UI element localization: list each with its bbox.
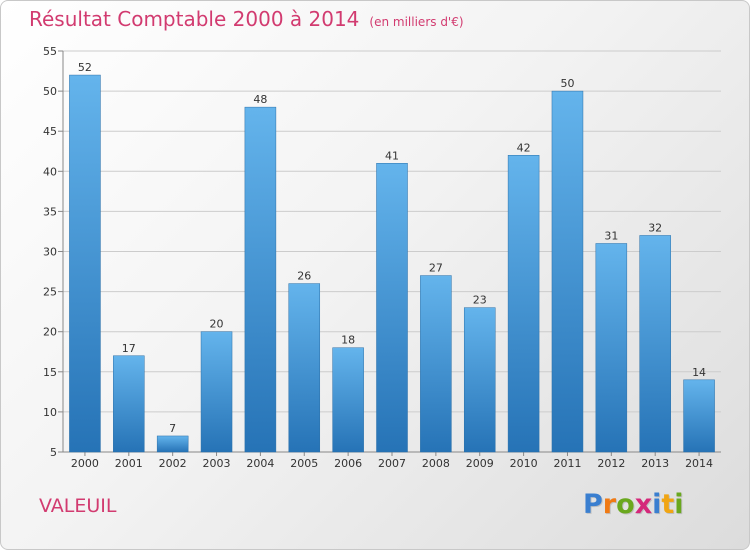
- x-tick-label: 2008: [422, 457, 450, 470]
- x-tick-label: 2001: [115, 457, 143, 470]
- bar-2004: [244, 106, 277, 453]
- bar-2006: [332, 347, 364, 453]
- data-label: 18: [341, 334, 355, 347]
- x-tick-label: 2009: [466, 457, 494, 470]
- chart-title-text: Résultat Comptable 2000 à 2014: [29, 7, 360, 31]
- data-label: 42: [517, 141, 531, 154]
- data-label: 26: [297, 270, 311, 283]
- bar-2002: [156, 435, 189, 453]
- logo-letter: i: [652, 489, 662, 520]
- y-tick-label: 10: [43, 406, 57, 419]
- y-tick-label: 55: [43, 45, 57, 58]
- x-tick-label: 2004: [246, 457, 274, 470]
- data-label: 23: [473, 294, 487, 307]
- bar-2003: [200, 331, 233, 453]
- logo-letter: x: [634, 489, 653, 520]
- logo-letter: r: [602, 489, 617, 520]
- x-tick-label: 2011: [553, 457, 581, 470]
- logo-letter: i: [674, 489, 684, 520]
- commune-name: VALEUIL: [39, 495, 117, 517]
- chart-subtitle: (en milliers d'€): [369, 15, 464, 29]
- x-tick-label: 2013: [641, 457, 669, 470]
- logo-letter: P: [583, 489, 603, 520]
- data-label: 52: [78, 61, 92, 74]
- y-tick-label: 40: [43, 165, 57, 178]
- y-tick-label: 15: [43, 366, 57, 379]
- bars: [69, 74, 715, 453]
- bar-2009: [463, 307, 496, 453]
- bar-2013: [639, 235, 671, 453]
- x-tick-label: 2003: [203, 457, 231, 470]
- bar-2010: [507, 155, 540, 453]
- chart-title: Résultat Comptable 2000 à 2014 (en millie…: [29, 7, 464, 31]
- labels: 52 2000 17 2001 7 2002 20 2003 48 2004 26 2005 18 200…: [71, 61, 713, 470]
- logo-letter: o: [616, 489, 635, 520]
- data-label: 27: [429, 262, 443, 275]
- data-label: 20: [210, 318, 224, 331]
- proxiti-logo: Proxiti: [583, 489, 684, 520]
- y-tick-label: 5: [50, 446, 57, 459]
- bar-2000: [69, 74, 101, 453]
- data-label: 14: [692, 366, 706, 379]
- y-tick-label: 50: [43, 85, 57, 98]
- bar-2014: [683, 379, 715, 453]
- x-tick-label: 2002: [159, 457, 187, 470]
- x-tick-label: 2007: [378, 457, 406, 470]
- data-label: 41: [385, 149, 399, 162]
- x-tick-label: 2000: [71, 457, 99, 470]
- y-tick-label: 20: [43, 326, 57, 339]
- logo-letter: t: [661, 489, 675, 520]
- x-tick-label: 2006: [334, 457, 362, 470]
- x-tick-label: 2005: [290, 457, 318, 470]
- y-tick-label: 45: [43, 125, 57, 138]
- bar-2012: [595, 243, 628, 453]
- data-label: 32: [648, 221, 662, 234]
- x-tick-label: 2014: [685, 457, 713, 470]
- bar-2008: [420, 275, 452, 453]
- x-tick-label: 2012: [597, 457, 625, 470]
- bar-2007: [376, 163, 408, 453]
- bar-2011: [551, 90, 584, 453]
- x-tick-label: 2010: [510, 457, 538, 470]
- data-label: 7: [169, 422, 176, 435]
- y-tick-label: 35: [43, 205, 57, 218]
- y-tick-label: 25: [43, 286, 57, 299]
- y-tick-label: 30: [43, 246, 57, 259]
- bar-2001: [113, 355, 145, 453]
- data-label: 48: [253, 93, 267, 106]
- data-label: 50: [560, 77, 574, 90]
- data-label: 17: [122, 342, 136, 355]
- data-label: 31: [604, 229, 618, 242]
- bar-2005: [288, 283, 321, 453]
